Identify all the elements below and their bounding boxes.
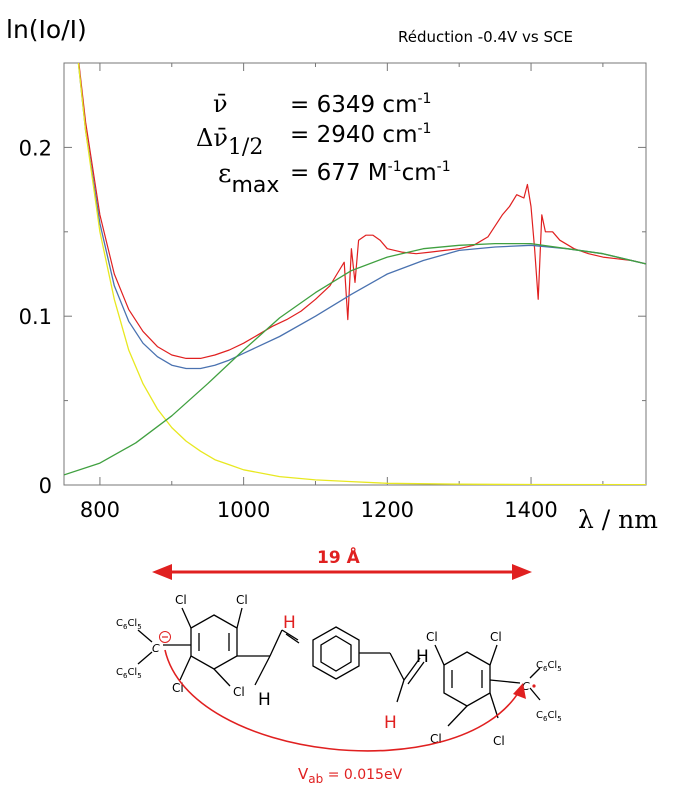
- nu-bar-value-text: = 6349 cm: [290, 92, 417, 118]
- aryl-c: C: [536, 710, 543, 721]
- transfer-arc: [164, 649, 526, 752]
- aryl-cl: Cl: [547, 660, 557, 671]
- aryl-c: C: [116, 618, 123, 629]
- atom-label-cl-8: Cl: [493, 734, 505, 748]
- coupling-label: Vab = 0.015eV: [298, 765, 403, 786]
- x-tick-label: 1000: [217, 498, 270, 522]
- delta-nu-value-text: = 2940 cm: [290, 122, 417, 148]
- x-tick-label: 1400: [504, 498, 557, 522]
- aryl-c: C: [116, 667, 123, 678]
- x-tick-label: 1200: [361, 498, 414, 522]
- atom-label-cl-4: Cl: [233, 685, 245, 699]
- aryl-sub5: 5: [137, 623, 141, 631]
- epsilon-value-text-a: = 677 M: [290, 160, 388, 186]
- delta-nu-symbol-text: Δν̄: [196, 124, 228, 152]
- y-tick-label: 0: [39, 474, 52, 498]
- coupling-sub: ab: [308, 772, 323, 786]
- condition-label: Réduction -0.4V vs SCE: [398, 28, 573, 46]
- band-component-line: [64, 242, 646, 476]
- radical-dot-icon: [532, 684, 536, 688]
- axis-tick-labels: 800 1000 1200 1400 0 0.1 0.2: [19, 136, 558, 522]
- atom-label-cl-2: Cl: [236, 593, 248, 607]
- aryl-group-left-bottom: C6Cl5: [116, 667, 142, 680]
- aryl-sub5: 5: [557, 715, 561, 723]
- aryl-cl: Cl: [547, 710, 557, 721]
- epsilon-symbol: εmax: [218, 159, 279, 198]
- series-layer: [64, 63, 646, 485]
- aryl-sub6: 6: [543, 665, 548, 673]
- coupling-value: = 0.015eV: [323, 767, 402, 783]
- aryl-sub5: 5: [137, 672, 141, 680]
- y-tick-label: 0.2: [19, 136, 52, 160]
- x-tick-label: 800: [80, 498, 120, 522]
- delta-nu-subscript: 1/2: [228, 135, 263, 160]
- axis-ticks: [64, 63, 646, 486]
- atom-label-cl-5: Cl: [426, 630, 438, 644]
- atom-label-h-2: H: [258, 690, 271, 710]
- atom-label-cl-3: Cl: [172, 681, 184, 695]
- epsilon-subscript: max: [231, 173, 279, 198]
- measured-spectrum-line: [78, 63, 646, 359]
- nu-bar-value: = 6349 cm-1: [290, 91, 431, 118]
- distance-label: 19 Å: [317, 545, 361, 568]
- aryl-cl: Cl: [127, 618, 137, 629]
- epsilon-exponent-b: -1: [437, 159, 451, 175]
- aryl-sub6: 6: [123, 672, 128, 680]
- delta-nu-symbol: Δν̄1/2: [196, 124, 263, 160]
- tail-component-line: [77, 63, 646, 485]
- epsilon-symbol-text: ε: [218, 159, 231, 189]
- delta-nu-value: = 2940 cm-1: [290, 121, 431, 148]
- atom-label-cl-1: Cl: [175, 593, 187, 607]
- coupling-v: V: [298, 765, 309, 783]
- molecule-labels: Cl Cl Cl Cl Cl Cl Cl Cl H H H H C6Cl5 C6…: [116, 593, 562, 748]
- x-axis-title: λ / nm: [578, 505, 658, 534]
- aryl-group-right-bottom: C6Cl5: [536, 710, 562, 723]
- aryl-c: C: [536, 660, 543, 671]
- aryl-group-right-top: C6Cl5: [536, 660, 562, 673]
- aryl-sub5: 5: [557, 665, 561, 673]
- y-tick-label: 0.1: [19, 305, 52, 329]
- epsilon-value: = 677 M-1cm-1: [290, 159, 451, 186]
- y-axis-title: ln(Io/I): [6, 15, 87, 44]
- aryl-cl: Cl: [127, 667, 137, 678]
- carbanion-c: C: [152, 642, 160, 655]
- atom-label-h-3: H: [416, 647, 429, 667]
- atom-label-h-1: H: [283, 613, 296, 633]
- plot-frame: [63, 62, 647, 486]
- nu-bar-exponent: -1: [417, 91, 431, 107]
- atom-label-cl-6: Cl: [490, 630, 502, 644]
- delta-nu-exponent: -1: [417, 121, 431, 137]
- aryl-sub6: 6: [123, 623, 128, 631]
- epsilon-exponent-a: -1: [388, 159, 402, 175]
- radical-c: C: [522, 680, 530, 693]
- molecule-structure: [137, 607, 541, 727]
- epsilon-value-text-b: cm: [402, 160, 437, 186]
- distance-arrow: [152, 564, 532, 580]
- minus-charge-icon: [159, 631, 171, 643]
- atom-label-h-4: H: [384, 713, 397, 733]
- aryl-sub6: 6: [543, 715, 548, 723]
- aryl-group-left-top: C6Cl5: [116, 618, 142, 631]
- atom-label-cl-7: Cl: [430, 732, 442, 746]
- nu-bar-symbol: ν̄: [213, 90, 228, 118]
